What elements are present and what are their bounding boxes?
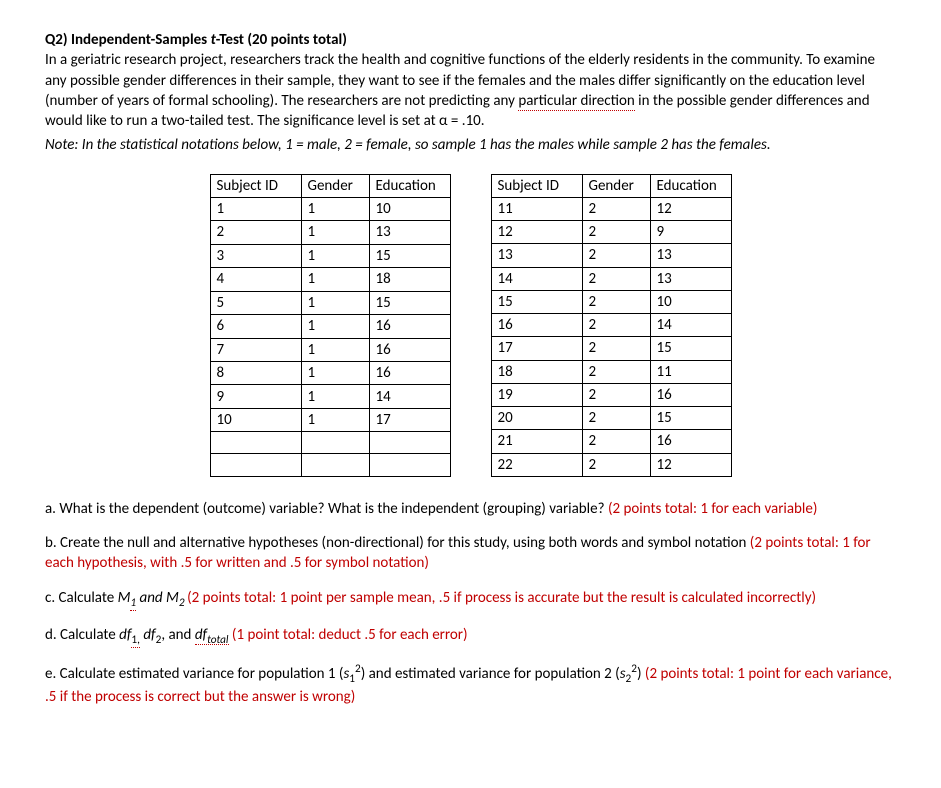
question-b: b. Create the null and alternative hypot…	[45, 533, 896, 574]
col-header-gender: Gender	[301, 174, 369, 197]
table-row: 20215	[491, 407, 731, 430]
data-tables-container: Subject ID Gender Education 1110 2113 31…	[45, 174, 896, 477]
table-row: 11212	[491, 197, 731, 220]
intro-note: Note: In the statistical notations below…	[45, 135, 896, 155]
qc-m2: M	[166, 589, 179, 607]
qd-df1-sub: 1,	[131, 633, 140, 648]
question-a: a. What is the dependent (outcome) varia…	[45, 499, 896, 519]
qc-and: and	[136, 589, 166, 607]
intro-paragraph: In a geriatric research project, researc…	[45, 50, 896, 131]
table-row	[210, 432, 450, 454]
col-header-education: Education	[650, 174, 731, 197]
table-row: 19216	[491, 383, 731, 406]
qd-df2: df	[143, 626, 155, 644]
qd-dftotal: dftotal	[195, 626, 229, 645]
title-lead: Q2) Independent-Samples	[45, 31, 211, 49]
qd-points: (1 point total: deduct .5 for each error…	[232, 626, 468, 644]
title-rest: -Test (20 points total)	[216, 31, 347, 49]
qe-mid: ) and estimated variance for population …	[361, 665, 620, 683]
table-row: 15210	[491, 290, 731, 313]
qc-points: (2 points total: 1 point per sample mean…	[187, 589, 816, 607]
qc-m2-sub: 2	[179, 596, 187, 610]
qa-text: a. What is the dependent (outcome) varia…	[45, 500, 608, 518]
table-row: 6116	[210, 315, 450, 338]
question-d: d. Calculate df1, df2, and dftotal (1 po…	[45, 625, 896, 648]
qa-points: (2 points total: 1 for each variable)	[608, 500, 817, 518]
question-e: e. Calculate estimated variance for popu…	[45, 662, 896, 707]
table-row: 10117	[210, 408, 450, 431]
table-row: 9114	[210, 385, 450, 408]
col-header-education: Education	[369, 174, 450, 197]
table-row: 1229	[491, 221, 731, 244]
table-row: 22212	[491, 453, 731, 476]
data-table-females: Subject ID Gender Education 11212 1229 1…	[491, 174, 732, 477]
question-title: Q2) Independent-Samples t-Test (20 point…	[45, 30, 896, 50]
table-row	[210, 454, 450, 476]
table-header-row: Subject ID Gender Education	[491, 174, 731, 197]
qc-pre: c. Calculate	[45, 589, 118, 607]
data-table-males: Subject ID Gender Education 1110 2113 31…	[210, 174, 451, 477]
table-row: 5115	[210, 291, 450, 314]
table-row: 18211	[491, 360, 731, 383]
intro-dotted-phrase: particular direction	[518, 92, 634, 111]
table-header-row: Subject ID Gender Education	[210, 174, 450, 197]
qb-text: b. Create the null and alternative hypot…	[45, 534, 750, 552]
qd-df1: df	[119, 626, 131, 644]
table-row: 21216	[491, 430, 731, 453]
question-c: c. Calculate M1 and M2 (2 points total: …	[45, 588, 896, 611]
col-header-gender: Gender	[582, 174, 650, 197]
table-row: 8116	[210, 362, 450, 385]
table-row: 2113	[210, 221, 450, 244]
table-row: 1110	[210, 197, 450, 220]
table-row: 3115	[210, 244, 450, 267]
table-row: 17215	[491, 337, 731, 360]
qc-m1: M	[118, 589, 131, 607]
table-row: 7116	[210, 338, 450, 361]
qe-pre: e. Calculate estimated variance for popu…	[45, 665, 343, 683]
qd-pre: d. Calculate	[45, 626, 119, 644]
table-row: 4118	[210, 268, 450, 291]
col-header-id: Subject ID	[210, 174, 301, 197]
qe-post: )	[637, 665, 645, 683]
col-header-id: Subject ID	[491, 174, 582, 197]
table-row: 16214	[491, 314, 731, 337]
qd-comma: , and	[161, 626, 194, 644]
table-row: 13213	[491, 244, 731, 267]
table-row: 14213	[491, 267, 731, 290]
